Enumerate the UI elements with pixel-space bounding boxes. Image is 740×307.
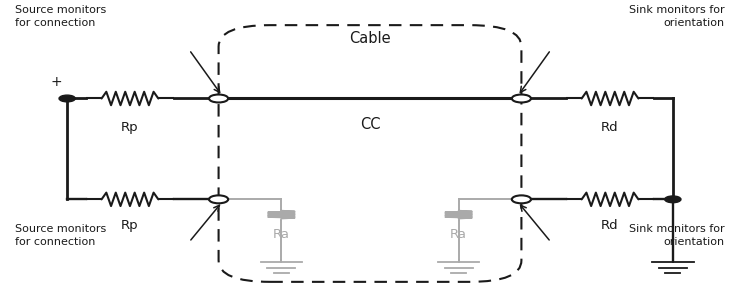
Text: Rd: Rd — [601, 121, 619, 134]
Text: +: + — [50, 75, 62, 89]
Text: Sink monitors for
orientation: Sink monitors for orientation — [629, 224, 724, 247]
Text: Rd: Rd — [601, 219, 619, 232]
Circle shape — [512, 195, 531, 203]
Text: Ra: Ra — [450, 228, 467, 241]
Text: Source monitors
for connection: Source monitors for connection — [16, 224, 107, 247]
Text: Rp: Rp — [121, 121, 139, 134]
Text: Rp: Rp — [121, 219, 139, 232]
Circle shape — [59, 95, 75, 102]
Circle shape — [512, 95, 531, 103]
Text: Ra: Ra — [273, 228, 290, 241]
Text: CC: CC — [360, 117, 380, 132]
Text: Cable: Cable — [349, 31, 391, 46]
Circle shape — [209, 195, 228, 203]
Circle shape — [209, 95, 228, 103]
Circle shape — [665, 196, 681, 203]
Text: Source monitors
for connection: Source monitors for connection — [16, 5, 107, 28]
Text: Sink monitors for
orientation: Sink monitors for orientation — [629, 5, 724, 28]
